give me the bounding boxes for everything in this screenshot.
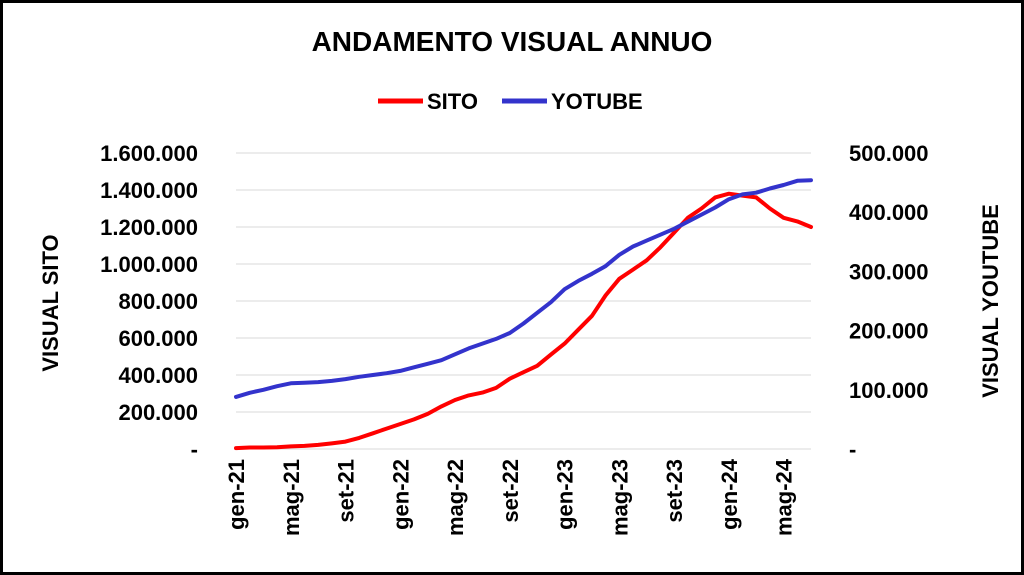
- x-tick-label: mag-23: [607, 459, 632, 536]
- series-line-sito: [234, 191, 813, 451]
- y2-tick-label: -: [849, 437, 856, 462]
- chart-canvas: ANDAMENTO VISUAL ANNUO SITO YOTUBE VISUA…: [38, 26, 1003, 536]
- x-tick-label: set-23: [662, 459, 687, 523]
- y-tick-label: 400.000: [118, 363, 198, 388]
- y2-tick-label: 400.000: [849, 200, 929, 225]
- y2-tick-label: 500.000: [849, 141, 929, 166]
- y-tick-label: 1.000.000: [100, 252, 198, 277]
- y-tick-label: 600.000: [118, 326, 198, 351]
- x-tick-label: mag-21: [279, 459, 304, 536]
- x-axis-ticks: gen-21 mag-21 set-21 gen-22 mag-22 set-22 gen-…: [224, 458, 797, 536]
- x-tick-label: gen-23: [553, 459, 578, 530]
- x-tick-label: set-21: [334, 459, 359, 523]
- y-tick-label: 800.000: [118, 289, 198, 314]
- y-tick-label: 1.200.000: [100, 215, 198, 240]
- legend-label-yotube: YOTUBE: [551, 89, 643, 114]
- chart-title: ANDAMENTO VISUAL ANNUO: [312, 26, 713, 57]
- x-tick-label: gen-22: [388, 459, 413, 530]
- gridlines: [236, 152, 811, 450]
- y-tick-label: 1.400.000: [100, 178, 198, 203]
- plot-lines: [234, 178, 813, 451]
- series-line-yotube: [234, 178, 813, 399]
- x-tick-label: mag-24: [772, 458, 797, 536]
- y2-tick-label: 300.000: [849, 259, 929, 284]
- y-tick-label: 200.000: [118, 400, 198, 425]
- x-tick-label: gen-21: [224, 459, 249, 530]
- y-axis-ticks-left: - 200.000 400.000 600.000 800.000 1.000.000 1.…: [100, 141, 198, 462]
- y2-tick-label: 200.000: [849, 319, 929, 344]
- x-tick-label: gen-24: [717, 458, 742, 530]
- legend: SITO YOTUBE: [378, 89, 643, 114]
- x-tick-label: mag-22: [443, 459, 468, 536]
- y-axis-title-left: VISUAL SITO: [38, 234, 63, 371]
- y-tick-label: -: [191, 437, 198, 462]
- y-tick-label: 1.600.000: [100, 141, 198, 166]
- legend-label-sito: SITO: [427, 89, 478, 114]
- y-axis-ticks-right: - 100.000 200.000 300.000 400.000 500.000: [849, 141, 929, 462]
- y2-tick-label: 100.000: [849, 378, 929, 403]
- x-tick-label: set-22: [498, 459, 523, 523]
- y-axis-title-right: VISUAL YOUTUBE: [978, 204, 1003, 398]
